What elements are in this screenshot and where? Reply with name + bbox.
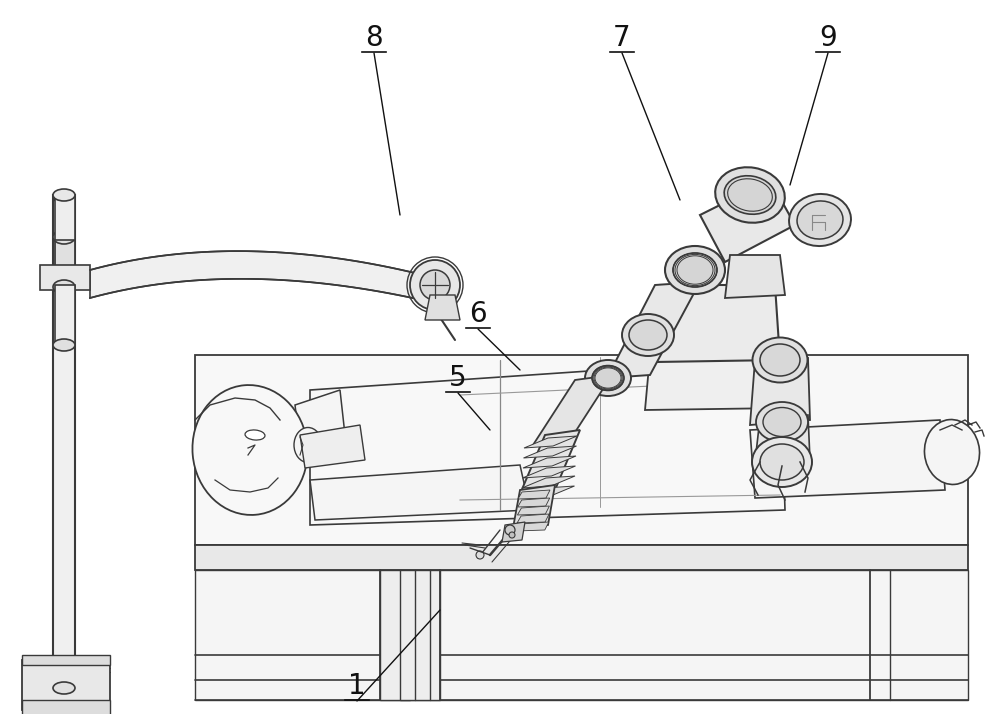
Polygon shape [53, 195, 75, 690]
Polygon shape [22, 660, 110, 710]
Polygon shape [400, 570, 440, 700]
Polygon shape [725, 255, 785, 298]
Polygon shape [55, 235, 75, 285]
Polygon shape [655, 285, 780, 362]
Ellipse shape [724, 176, 776, 214]
Polygon shape [523, 456, 576, 468]
Polygon shape [22, 655, 110, 665]
Ellipse shape [797, 201, 843, 239]
Circle shape [509, 532, 515, 538]
Ellipse shape [760, 444, 804, 480]
Ellipse shape [622, 314, 674, 356]
Polygon shape [522, 486, 574, 498]
Text: 8: 8 [365, 24, 383, 52]
Ellipse shape [294, 428, 322, 463]
Polygon shape [700, 180, 795, 262]
Polygon shape [195, 355, 968, 545]
Ellipse shape [53, 339, 75, 351]
Circle shape [476, 551, 484, 559]
Text: 6: 6 [469, 300, 487, 328]
Ellipse shape [592, 366, 624, 391]
Polygon shape [22, 700, 110, 714]
Polygon shape [607, 282, 700, 378]
Ellipse shape [53, 189, 75, 201]
Polygon shape [502, 522, 525, 542]
Ellipse shape [53, 280, 75, 294]
Text: 5: 5 [449, 364, 467, 392]
Polygon shape [195, 570, 968, 700]
Polygon shape [310, 465, 530, 520]
Ellipse shape [756, 402, 808, 442]
Ellipse shape [715, 167, 785, 223]
Ellipse shape [53, 682, 75, 694]
Circle shape [420, 270, 450, 300]
Polygon shape [195, 545, 968, 570]
Polygon shape [55, 285, 75, 345]
Polygon shape [90, 251, 435, 303]
Circle shape [410, 260, 460, 310]
Ellipse shape [585, 360, 631, 396]
Polygon shape [310, 358, 785, 525]
Polygon shape [520, 430, 580, 494]
Polygon shape [300, 425, 365, 468]
Ellipse shape [245, 430, 265, 440]
Ellipse shape [53, 230, 75, 244]
Polygon shape [517, 522, 549, 531]
Polygon shape [518, 498, 550, 507]
Ellipse shape [789, 194, 851, 246]
Ellipse shape [53, 191, 75, 203]
Ellipse shape [673, 253, 717, 287]
Polygon shape [524, 446, 576, 458]
Polygon shape [55, 195, 75, 240]
Polygon shape [518, 490, 550, 499]
Polygon shape [380, 570, 410, 700]
Ellipse shape [753, 338, 808, 383]
Ellipse shape [752, 437, 812, 487]
Polygon shape [645, 355, 785, 410]
Text: 7: 7 [613, 24, 631, 52]
Circle shape [505, 525, 515, 535]
Ellipse shape [629, 320, 667, 350]
Polygon shape [522, 476, 575, 488]
Polygon shape [425, 295, 460, 320]
Polygon shape [524, 436, 577, 448]
Polygon shape [40, 265, 90, 290]
Ellipse shape [192, 385, 308, 515]
Polygon shape [750, 358, 810, 425]
Ellipse shape [760, 344, 800, 376]
Polygon shape [533, 375, 612, 445]
Polygon shape [517, 514, 549, 523]
Polygon shape [755, 415, 810, 462]
Polygon shape [750, 420, 945, 498]
Ellipse shape [665, 246, 725, 294]
Ellipse shape [763, 408, 801, 436]
Polygon shape [513, 485, 555, 528]
Polygon shape [517, 506, 549, 515]
Polygon shape [295, 390, 345, 445]
Ellipse shape [924, 420, 980, 485]
Text: 1: 1 [348, 672, 366, 700]
Polygon shape [522, 466, 576, 478]
Text: 9: 9 [819, 24, 837, 52]
